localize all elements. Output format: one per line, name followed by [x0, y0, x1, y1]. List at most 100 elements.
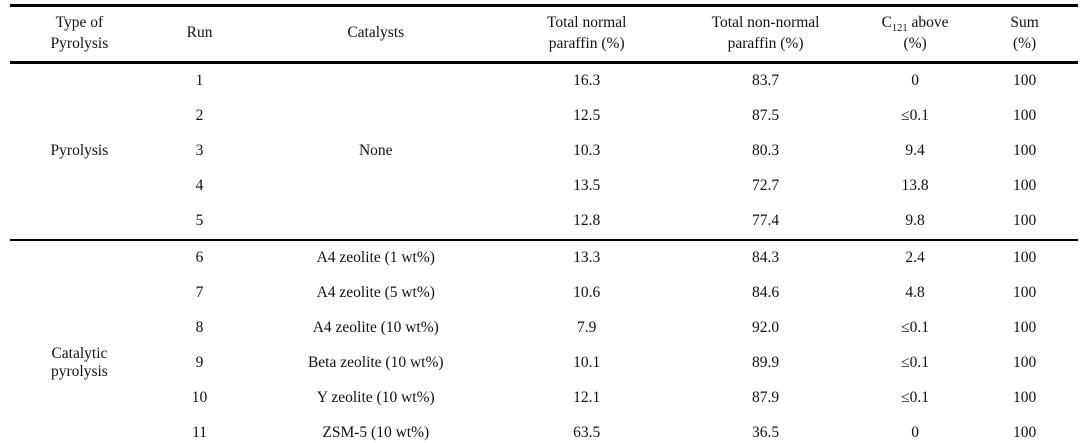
total-normal-cell: 12.1: [573, 389, 601, 407]
col-header-total-normal-line2: paraffin (%): [548, 34, 625, 52]
catalyst-cell: A4 zeolite (10 wt%): [312, 319, 439, 337]
catalyst-cell: A4 zeolite (5 wt%): [316, 284, 435, 302]
c121-base-text: C: [881, 14, 892, 31]
catalyst-cell: ZSM-5 (10 wt%): [322, 424, 430, 442]
total-nonnormal-cell: 87.9: [752, 389, 780, 407]
total-nonnormal-cell: 77.4: [752, 212, 780, 230]
c121-cell: ≤0.1: [901, 389, 930, 407]
table-row: 3 10.3 80.3 9.4 100: [10, 134, 1078, 169]
c121-cell: ≤0.1: [901, 354, 930, 372]
total-normal-cell: 63.5: [573, 424, 601, 442]
sum-cell: 100: [1012, 389, 1037, 407]
col-header-type-of-pyrolysis: Type of Pyrolysis: [10, 5, 149, 64]
table-row: 11 ZSM-5 (10 wt%) 63.5 36.5 0 100: [10, 416, 1078, 443]
table-body: Pyrolysis 1 None 16.3 83.7 0 100 2 12.5 …: [10, 62, 1078, 443]
table-row: 5 12.8 77.4 9.8 100: [10, 204, 1078, 240]
c121-cell: 4.8: [905, 284, 925, 302]
sum-cell: 100: [1012, 284, 1037, 302]
table-row: 7 A4 zeolite (5 wt%) 10.6 84.6 4.8 100: [10, 276, 1078, 311]
c121-cell: 0: [911, 424, 919, 442]
c121-rest-text: above: [907, 14, 949, 31]
total-normal-cell: 10.6: [573, 284, 601, 302]
total-normal-cell: 12.5: [573, 107, 601, 125]
catalytic-label-line1: Catalytic: [51, 344, 108, 362]
c121-cell: 2.4: [859, 238, 972, 276]
table-row: 2 12.5 87.5 ≤0.1 100: [10, 99, 1078, 134]
col-header-c121-above: C121 above (%): [859, 5, 972, 64]
run-cell: 7: [195, 284, 204, 302]
c121-subscript: 121: [891, 23, 908, 35]
sum-cell: 100: [1012, 177, 1037, 195]
sum-cell: 100: [1012, 424, 1037, 442]
total-normal-cell: 12.8: [573, 212, 601, 230]
col-header-catalysts: Catalysts: [250, 5, 502, 64]
col-header-total-nonnormal-line2: paraffin (%): [727, 34, 804, 52]
total-nonnormal-cell: 83.7: [752, 72, 780, 90]
col-header-run: Run: [148, 5, 251, 64]
col-header-total-nonnormal-paraffin: Total non-normal paraffin (%): [672, 5, 860, 64]
sum-cell: 100: [1012, 354, 1037, 372]
total-nonnormal-cell: 84.3: [672, 238, 860, 276]
pyrolysis-results-table: Type of Pyrolysis Run Catalysts Total no…: [10, 4, 1078, 443]
catalyst-cell: Y zeolite (10 wt%): [316, 389, 435, 407]
total-normal-cell: 13.5: [573, 177, 601, 195]
run-cell: 2: [195, 107, 204, 125]
c121-cell: ≤0.1: [901, 107, 930, 125]
sum-cell: 100: [1012, 212, 1037, 230]
col-header-type-line1: Type of: [55, 14, 104, 31]
sum-cell: 100: [971, 238, 1078, 276]
total-normal-cell: 13.3: [501, 238, 673, 276]
total-nonnormal-cell: 80.3: [752, 142, 780, 160]
sum-cell: 100: [1012, 319, 1037, 337]
total-nonnormal-cell: 84.6: [752, 284, 780, 302]
col-header-total-nonnormal-line1: Total non-normal: [711, 14, 820, 31]
run-cell: 9: [195, 354, 204, 372]
table-row: Catalytic pyrolysis 6 A4 zeolite (1 wt%)…: [10, 238, 1078, 443]
run-cell: 3: [195, 142, 204, 160]
col-header-type-line2: Pyrolysis: [50, 34, 109, 52]
total-nonnormal-cell: 87.5: [752, 107, 780, 125]
group-label-catalytic-pyrolysis: Catalytic pyrolysis: [10, 238, 149, 443]
c121-cell: 13.8: [901, 177, 929, 195]
c121-cell: 0: [911, 72, 919, 90]
total-nonnormal-cell: 36.5: [752, 424, 780, 442]
col-header-sum: Sum (%): [971, 5, 1078, 64]
catalyst-cell: A4 zeolite (1 wt%): [250, 238, 502, 276]
table-header: Type of Pyrolysis Run Catalysts Total no…: [10, 5, 1078, 64]
sum-cell: 100: [1012, 72, 1037, 90]
col-header-sum-line1: Sum: [1010, 14, 1039, 31]
col-header-c121-line2: (%): [903, 34, 927, 52]
run-cell: 5: [195, 212, 204, 230]
total-normal-cell: 10.1: [573, 354, 601, 372]
group-label-pyrolysis: Pyrolysis: [50, 142, 109, 160]
total-normal-cell: 10.3: [573, 142, 601, 160]
table-row: 4 13.5 72.7 13.8 100: [10, 169, 1078, 204]
c121-cell: ≤0.1: [901, 319, 930, 337]
total-nonnormal-cell: 89.9: [752, 354, 780, 372]
col-header-sum-line2: (%): [1012, 34, 1037, 52]
sum-cell: 100: [1012, 142, 1037, 160]
table-row: 8 A4 zeolite (10 wt%) 7.9 92.0 ≤0.1 100: [10, 311, 1078, 346]
total-nonnormal-cell: 92.0: [752, 319, 780, 337]
table-row: 10 Y zeolite (10 wt%) 12.1 87.9 ≤0.1 100: [10, 381, 1078, 416]
c121-cell: 9.4: [905, 142, 925, 160]
run-cell: 11: [192, 424, 208, 442]
catalytic-label-line2: pyrolysis: [50, 363, 108, 381]
catalyst-cell-none: None: [358, 142, 393, 160]
run-cell: 6: [148, 238, 251, 276]
total-normal-cell: 7.9: [577, 319, 597, 337]
table-row: Pyrolysis 1 None 16.3 83.7 0 100: [10, 62, 1078, 159]
total-nonnormal-cell: 72.7: [752, 177, 780, 195]
col-header-total-normal-line1: Total normal: [546, 14, 627, 31]
sum-cell: 100: [1012, 107, 1037, 125]
run-cell: 8: [195, 319, 204, 337]
run-cell: 1: [195, 72, 204, 90]
catalyst-cell: Beta zeolite (10 wt%): [307, 354, 444, 372]
total-normal-cell: 16.3: [573, 72, 601, 90]
run-cell: 10: [191, 389, 208, 407]
c121-cell: 9.8: [905, 212, 925, 230]
table-row: 9 Beta zeolite (10 wt%) 10.1 89.9 ≤0.1 1…: [10, 346, 1078, 381]
col-header-total-normal-paraffin: Total normal paraffin (%): [501, 5, 673, 64]
run-cell: 4: [195, 177, 204, 195]
